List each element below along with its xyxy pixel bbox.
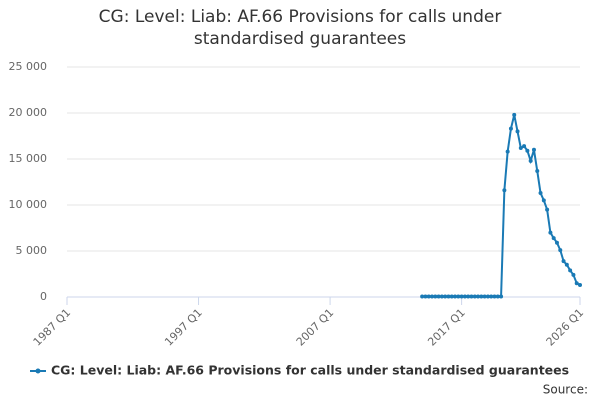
point bbox=[564, 262, 569, 267]
point bbox=[578, 283, 582, 288]
chart-title: CG: Level: Liab: AF.66 Provisions for ca… bbox=[98, 7, 502, 49]
point bbox=[525, 148, 530, 153]
x-tick-label: 1997 Q1 bbox=[162, 306, 205, 349]
point bbox=[558, 248, 563, 253]
legend-marker bbox=[35, 368, 41, 374]
y-tick-label: 0 bbox=[40, 290, 47, 303]
point bbox=[476, 294, 481, 299]
point bbox=[535, 168, 540, 173]
y-tick-label: 10 000 bbox=[9, 198, 48, 211]
point bbox=[459, 294, 464, 299]
point bbox=[548, 230, 553, 235]
legend-label: CG: Level: Liab: AF.66 Provisions for ca… bbox=[51, 363, 569, 378]
point bbox=[538, 191, 543, 196]
y-tick-label: 15 000 bbox=[9, 152, 48, 165]
point bbox=[574, 281, 579, 286]
point bbox=[499, 294, 504, 299]
point bbox=[495, 294, 500, 299]
point bbox=[518, 145, 523, 150]
point bbox=[502, 188, 507, 193]
point bbox=[479, 294, 484, 299]
point bbox=[426, 294, 431, 299]
point bbox=[522, 144, 527, 149]
point bbox=[508, 126, 513, 131]
x-tick-label: 2007 Q1 bbox=[294, 306, 337, 349]
point bbox=[472, 294, 477, 299]
point bbox=[531, 147, 536, 152]
point bbox=[485, 294, 490, 299]
point bbox=[551, 236, 556, 241]
y-tick-label: 5 000 bbox=[16, 244, 48, 257]
point bbox=[492, 294, 497, 299]
point bbox=[528, 158, 533, 163]
point bbox=[443, 294, 448, 299]
x-tick-label: 2026 Q1 bbox=[544, 306, 587, 349]
point bbox=[515, 129, 520, 134]
source: Source: bbox=[543, 383, 588, 397]
point bbox=[436, 294, 441, 299]
series-line bbox=[422, 114, 581, 298]
point bbox=[453, 294, 458, 299]
point bbox=[571, 272, 576, 277]
point bbox=[446, 294, 451, 299]
point bbox=[541, 198, 546, 203]
point bbox=[545, 207, 550, 212]
point bbox=[489, 294, 494, 299]
point bbox=[439, 294, 444, 299]
point bbox=[512, 112, 517, 117]
point bbox=[423, 294, 428, 299]
y-tick-label: 20 000 bbox=[9, 106, 48, 119]
x-tick-label: 2017 Q1 bbox=[425, 306, 468, 349]
x-tick-label: 1987 Q1 bbox=[31, 306, 74, 349]
point bbox=[420, 294, 425, 299]
point bbox=[561, 259, 566, 264]
point bbox=[462, 294, 467, 299]
point bbox=[568, 268, 573, 273]
point bbox=[469, 294, 474, 299]
point bbox=[482, 294, 487, 299]
point bbox=[554, 240, 559, 245]
point bbox=[505, 149, 510, 154]
point bbox=[430, 294, 435, 299]
point bbox=[456, 294, 461, 299]
point bbox=[449, 294, 454, 299]
point bbox=[433, 294, 438, 299]
point bbox=[466, 294, 471, 299]
y-tick-label: 25 000 bbox=[9, 60, 48, 73]
